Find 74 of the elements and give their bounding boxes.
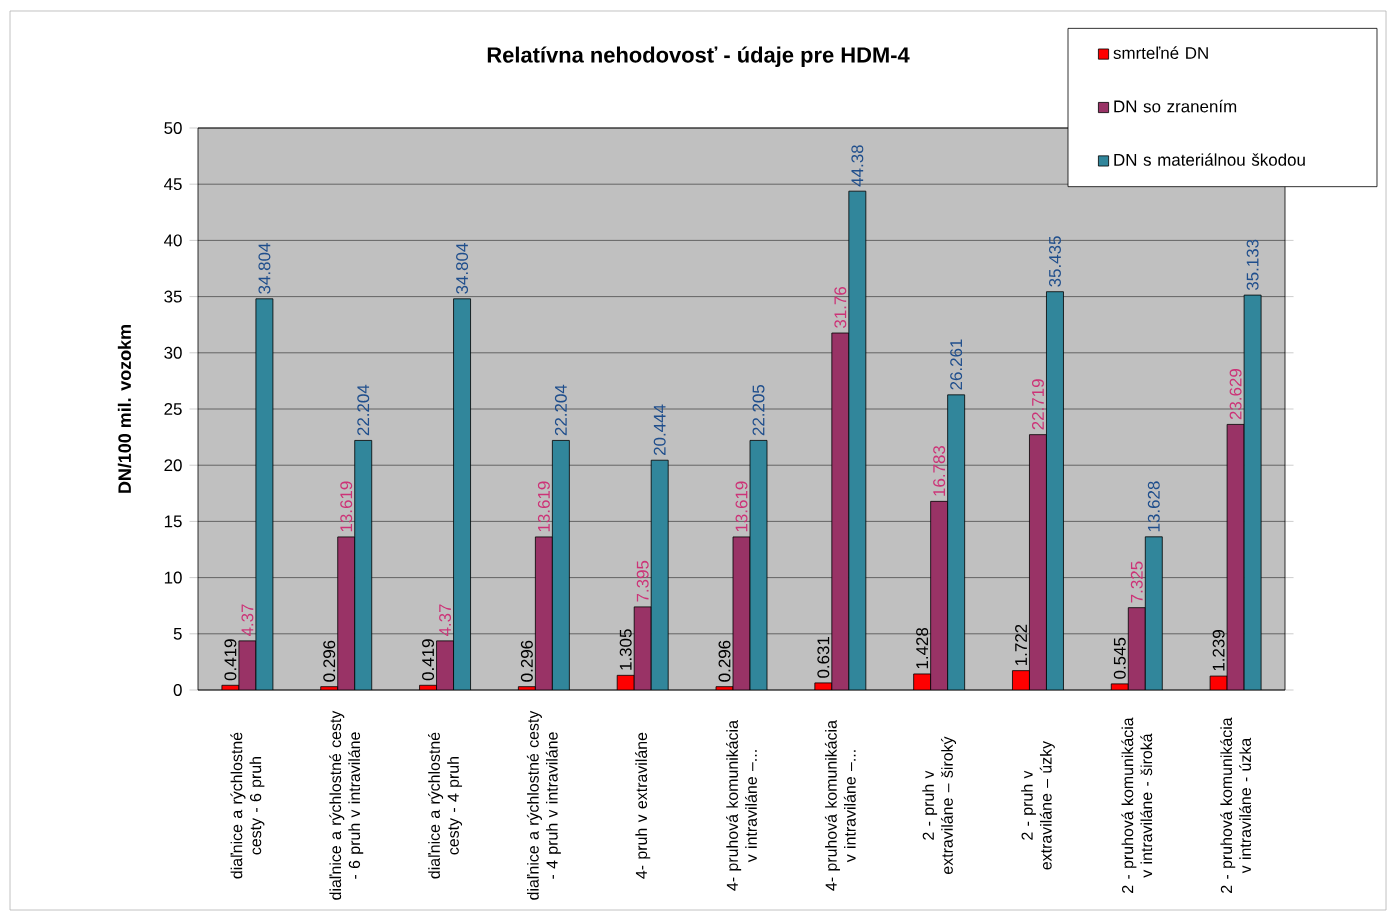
bar: [534, 536, 553, 690]
data-label: 13.619: [340, 481, 353, 532]
data-label: 35.133: [1246, 239, 1259, 291]
data-label: 4.37: [241, 604, 254, 637]
bar: [1127, 607, 1146, 690]
bar: [1144, 536, 1163, 690]
bar: [947, 394, 966, 690]
data-label: 20.444: [653, 404, 666, 455]
data-label: 22.204: [357, 384, 370, 436]
y-tick-label: 50: [164, 122, 182, 134]
data-label: 44.38: [851, 145, 864, 187]
bar: [930, 500, 949, 690]
data-label: 1.428: [916, 627, 929, 669]
y-tick-label: 20: [164, 459, 182, 472]
bar: [453, 298, 471, 690]
chart-title: Relatívna nehodovosť - údaje pre HDM-4: [487, 46, 910, 67]
data-label: 26.261: [950, 339, 963, 390]
data-label: 0.631: [817, 636, 830, 678]
data-label: 23.629: [1229, 369, 1242, 420]
bar: [633, 606, 652, 690]
data-label: 34.804: [258, 243, 271, 294]
y-tick-label: 35: [164, 290, 182, 303]
data-label: 13.628: [1147, 481, 1160, 532]
data-label: 1.722: [1015, 624, 1027, 665]
legend-label: DN s materiálnou škodou: [1114, 153, 1305, 166]
x-tick-label: 2 - pruh v extraviláne – úzky: [1021, 740, 1055, 870]
data-label: 22.205: [752, 384, 765, 436]
data-label: 0.419: [422, 639, 435, 681]
data-label: 0.296: [718, 640, 731, 682]
y-tick-label: 15: [164, 515, 182, 528]
bar: [337, 536, 356, 690]
data-label: 16.783: [933, 445, 946, 496]
bar: [436, 640, 454, 690]
y-tick-label: 40: [163, 234, 182, 247]
y-tick-label: 25: [164, 403, 182, 415]
x-tick-label: 2 - pruh v extraviláne – široký: [922, 736, 957, 874]
data-label: 22.719: [1031, 379, 1044, 430]
data-label: 34.804: [456, 243, 469, 294]
x-tick-label: 4- pruh v extraviláne: [635, 732, 651, 879]
data-label: 22.204: [554, 384, 567, 436]
bar: [551, 440, 570, 690]
data-label: 0.419: [224, 639, 237, 681]
data-label: 7.395: [636, 560, 649, 602]
legend-label: DN so zranením: [1114, 99, 1237, 113]
data-label: 0.296: [520, 640, 533, 682]
bar: [1046, 291, 1064, 690]
x-tick-label: 2 - pruhová komunikácia v intraviláne - úzka: [1220, 717, 1252, 893]
data-label: 13.619: [735, 481, 748, 532]
y-axis-title: DN/100 mil. vozokm: [117, 325, 132, 493]
legend-label: smrteľné DN: [1113, 46, 1208, 59]
bar: [1029, 434, 1047, 690]
y-tick-label: 5: [173, 627, 182, 640]
data-label: 0.296: [323, 640, 336, 682]
bar: [848, 190, 867, 690]
data-label: 4.37: [439, 604, 452, 637]
y-tick-label: 10: [164, 571, 182, 584]
y-tick-label: 45: [163, 178, 182, 191]
bar: [650, 459, 669, 690]
x-tick-label: diaľnice a rýchlostné cesty - 4 pruh: [428, 732, 463, 879]
bar: [831, 332, 850, 690]
bar: [354, 440, 373, 690]
x-tick-label: 4- pruhová komunikácia v intraviláne –...: [824, 720, 856, 891]
data-label: 7.325: [1130, 561, 1143, 603]
y-tick-label: 0: [173, 684, 182, 696]
data-label: 1.239: [1212, 630, 1225, 671]
data-label: 13.619: [537, 481, 550, 532]
x-tick-label: 2 - pruhová komunikácia v intraviláne - široká: [1121, 717, 1153, 893]
y-tick-label: 30: [164, 346, 182, 359]
data-label: 31.76: [834, 286, 847, 328]
data-label: 35.435: [1048, 236, 1061, 287]
x-tick-label: 4- pruhová komunikácia v intraviláne –...: [726, 720, 757, 891]
data-label: 1.305: [619, 629, 632, 670]
x-tick-label: diaľnice a rýchlostné cesty - 6 pruh: [230, 732, 265, 879]
data-label: 0.545: [1113, 637, 1126, 679]
